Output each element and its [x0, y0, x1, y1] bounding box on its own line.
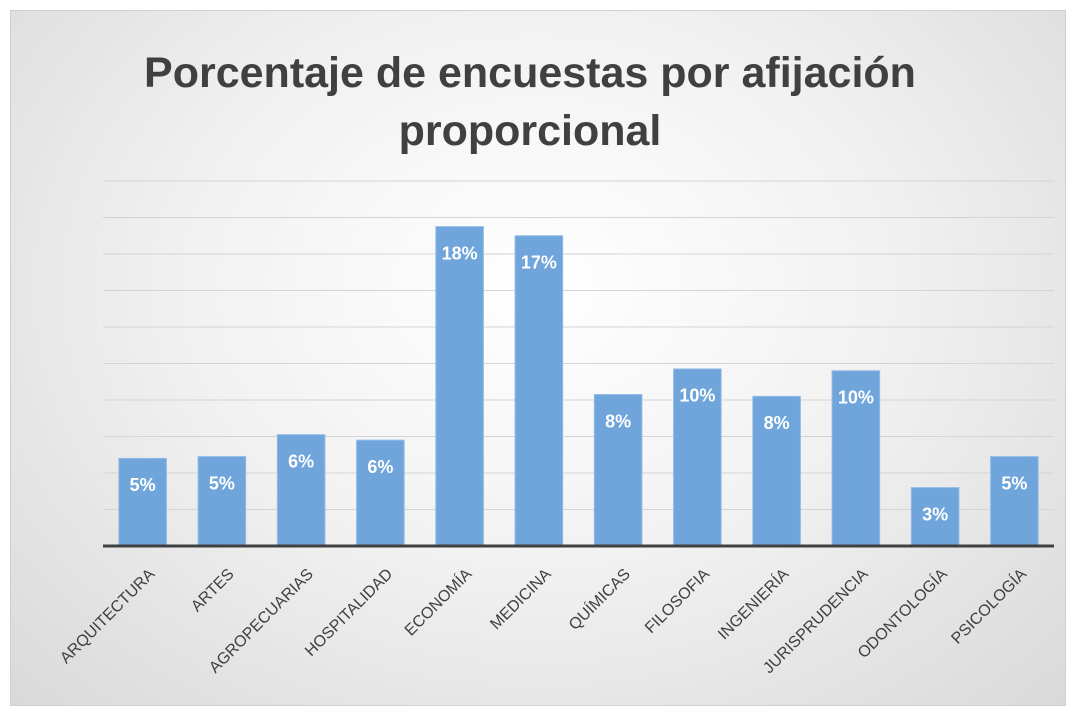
data-label: 10%	[679, 386, 715, 406]
bar	[118, 457, 167, 547]
x-tick-label: ARQUITECTURA	[57, 566, 159, 668]
bar	[990, 456, 1039, 547]
data-label: 5%	[1001, 473, 1027, 493]
data-label: 17%	[521, 253, 557, 273]
data-label: 10%	[838, 388, 874, 408]
x-tick-label: ECONOMÍA	[400, 564, 475, 639]
bar	[831, 370, 881, 547]
x-tick-label: FILOSOFIA	[642, 566, 713, 637]
bar	[593, 394, 643, 547]
x-tick-label: QUÍMICAS	[565, 564, 634, 633]
bar	[197, 456, 247, 547]
x-tick-label: PSICOLOGÍA	[947, 564, 1030, 647]
x-tick-label: MEDICINA	[487, 566, 555, 634]
bar	[673, 368, 722, 547]
data-label: 8%	[764, 413, 790, 433]
data-label: 18%	[442, 243, 478, 263]
data-label: 8%	[605, 411, 631, 431]
x-tick-label: INGENIERÍA	[714, 564, 793, 643]
data-label: 5%	[209, 473, 235, 493]
data-label: 3%	[922, 504, 948, 524]
bar	[435, 226, 484, 547]
x-tick-label: ARTES	[188, 566, 238, 616]
data-label: 6%	[288, 451, 314, 471]
data-label: 6%	[367, 457, 393, 477]
x-tick-label: HOSPITALIDAD	[302, 566, 396, 660]
data-label: 5%	[130, 475, 156, 495]
bar	[276, 434, 326, 547]
chart-title: Porcentaje de encuestas por afijación pr…	[144, 49, 916, 155]
bar	[514, 235, 564, 547]
bar	[356, 439, 405, 547]
